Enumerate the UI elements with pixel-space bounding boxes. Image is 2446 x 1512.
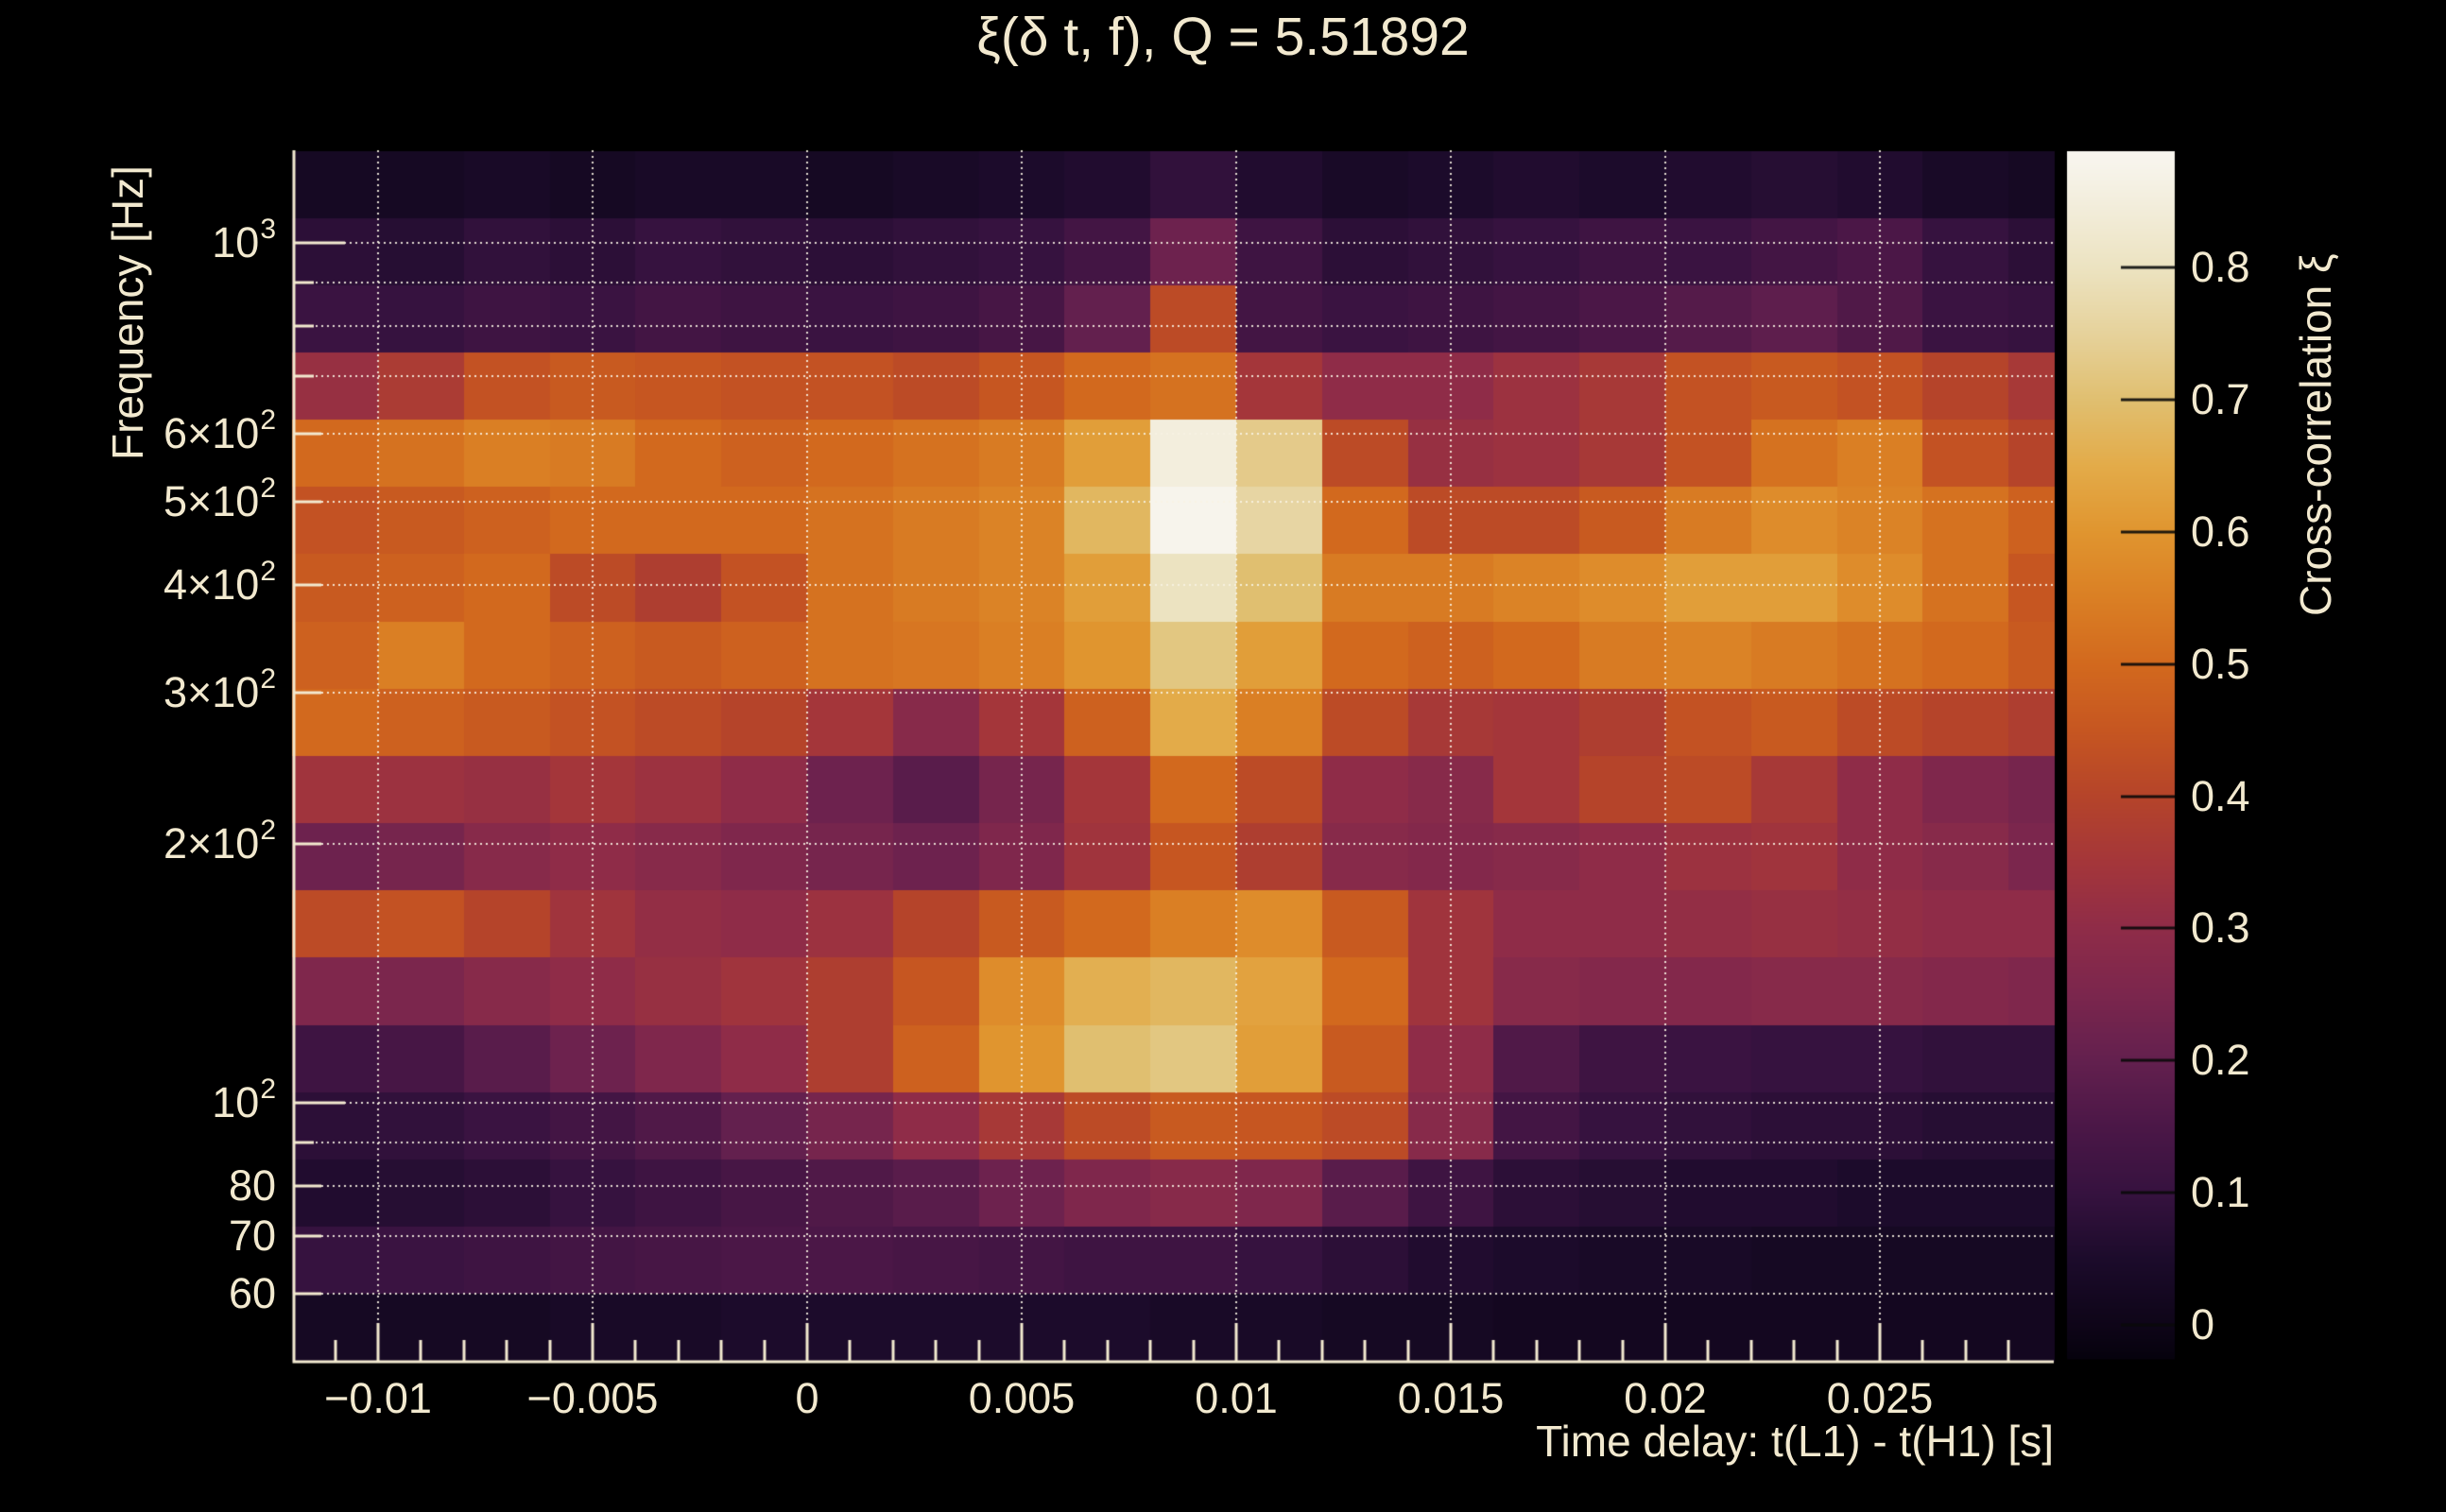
x-tick-label: 0.005 (968, 1374, 1076, 1422)
colorbar-tick-label: 0.7 (2191, 374, 2250, 423)
x-tick-label: 0.025 (1826, 1374, 1934, 1422)
y-tick-label: 3×102 (163, 662, 276, 716)
x-tick-label: 0.015 (1397, 1374, 1505, 1422)
colorbar-title: Cross-correlation ξ (2291, 253, 2340, 616)
colorbar-tick-label: 0.5 (2191, 639, 2250, 688)
y-tick-label: 60 (228, 1268, 276, 1317)
y-tick-label: 5×102 (163, 472, 276, 525)
y-tick-label: 70 (228, 1211, 276, 1260)
x-tick-label: 0.01 (1195, 1374, 1278, 1422)
x-axis-title: Time delay: t(L1) - t(H1) [s] (1536, 1417, 2054, 1466)
x-tick-label: −0.01 (324, 1374, 432, 1422)
heatmap-plot-area (293, 150, 2054, 1361)
colorbar-tick-label: 0 (2191, 1300, 2215, 1349)
y-tick-label: 4×102 (163, 556, 276, 610)
y-tick-label: 103 (212, 214, 276, 266)
x-tick-label: −0.005 (526, 1374, 659, 1422)
y-tick-label: 2×102 (163, 815, 276, 868)
y-tick-label: 102 (212, 1074, 276, 1126)
chart-title: ξ(δ t, f), Q = 5.51892 (976, 7, 1470, 67)
x-tick-label: 0.02 (1624, 1374, 1707, 1422)
colorbar-tick-label: 0.1 (2191, 1168, 2250, 1217)
colorbar-tick-label: 0.6 (2191, 507, 2250, 556)
colorbar-tick-label: 0.4 (2191, 771, 2250, 820)
y-tick-label: 6×102 (163, 404, 276, 457)
colorbar-tick-label: 0.8 (2191, 243, 2250, 292)
colorbar-tick-label: 0.3 (2191, 903, 2250, 953)
x-tick-label: 0 (795, 1374, 819, 1422)
y-tick-label: 80 (228, 1161, 276, 1211)
colorbar-tick-label: 0.2 (2191, 1036, 2250, 1085)
